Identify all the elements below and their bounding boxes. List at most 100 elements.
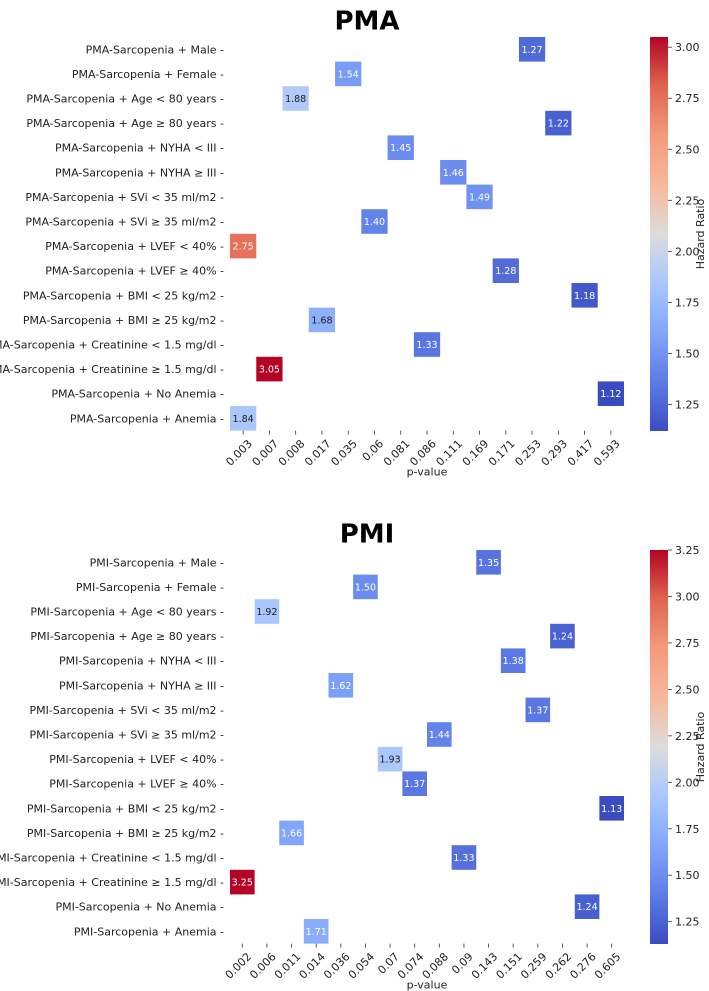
pmi-cell-value-label: 1.66 xyxy=(281,828,302,839)
pma-row-label: PMA-Sarcopenia + Creatinine ≥ 1.5 mg/dl … xyxy=(0,363,224,376)
pmi-colorbar-tick-label: 2.00 xyxy=(675,776,700,789)
pma-heatmap-cell xyxy=(361,209,388,234)
pmi-heatmap-cell xyxy=(574,894,600,919)
pmi-heatmap-cell xyxy=(402,771,427,796)
pmi-cell-value-label: 1.71 xyxy=(306,927,327,938)
pmi-row-label: PMI-Sarcopenia + SVi < 35 ml/m2 - xyxy=(29,704,224,717)
pma-colorbar-tick-label: 2.50 xyxy=(675,143,700,156)
pmi-x-tick-label: 0.054 xyxy=(346,950,377,981)
pmi-heatmap-cell xyxy=(230,869,255,895)
pma-heatmap-cell xyxy=(308,307,336,333)
pmi-x-tick-label: 0.259 xyxy=(518,950,549,981)
pmi-heatmap-cell xyxy=(377,746,403,772)
pma-x-tick-label: 0.008 xyxy=(276,437,307,468)
pmi-row-label: PMI-Sarcopenia + LVEF ≥ 40% - xyxy=(49,778,224,791)
pma-heatmap-cell xyxy=(440,160,467,185)
pma-x-tick-label: 0.253 xyxy=(512,437,543,468)
pmi-cell-value-label: 1.50 xyxy=(355,582,376,593)
pma-chart-title: PMA xyxy=(334,7,399,37)
pma-cell-value-label: 1.18 xyxy=(574,291,595,302)
pma-heatmap-cell xyxy=(466,184,493,210)
pmi-row-label: PMI-Sarcopenia + NYHA ≥ III - xyxy=(59,679,224,692)
pma-colorbar-tick-label: 3.00 xyxy=(675,41,700,54)
pmi-cell-value-label: 1.35 xyxy=(478,558,499,569)
pma-heatmap-cell xyxy=(413,332,441,357)
pmi-x-tick-label: 0.014 xyxy=(296,950,327,981)
pmi-heatmap-cell xyxy=(451,845,477,870)
pma-x-tick-label: 0.417 xyxy=(565,437,596,468)
pma-colorbar-tick-label: 2.00 xyxy=(675,245,700,258)
pmi-heatmap-cell xyxy=(303,919,329,944)
pmi-heatmap-cell xyxy=(353,574,378,600)
pma-x-tick-label: 0.086 xyxy=(407,437,438,468)
pma-heatmap-cell xyxy=(256,356,283,382)
pmi-chart-title: PMI xyxy=(340,520,395,550)
pmi-colorbar-tick-label: 1.75 xyxy=(675,823,700,836)
pmi-colorbar-tick-label: 1.25 xyxy=(675,916,700,929)
pma-cell-value-label: 1.84 xyxy=(233,414,254,425)
pma-x-tick-label: 0.081 xyxy=(381,437,412,468)
pmi-heatmap-cell xyxy=(550,623,575,649)
pma-colorbar-tick-label: 2.25 xyxy=(675,194,700,207)
pmi-cell-value-label: 1.38 xyxy=(503,656,524,667)
pma-colorbar xyxy=(650,37,668,431)
pmi-x-tick-label: 0.088 xyxy=(420,950,451,981)
pmi-row-label: PMI-Sarcopenia + NYHA < III - xyxy=(59,655,224,668)
pma-row-label: PMA-Sarcopenia + Age ≥ 80 years - xyxy=(26,117,224,130)
pma-heatmap-panel: PMA PMA-Sarcopenia + Male - PMA-Sarcopenia… xyxy=(0,7,707,479)
pmi-x-axis-label: p-value xyxy=(407,979,448,991)
pma-cell-value-label: 1.45 xyxy=(390,143,411,154)
pma-heatmap-cell xyxy=(387,135,414,160)
pmi-heatmap-cell xyxy=(328,673,354,698)
pma-row-label: PMA-Sarcopenia + SVi < 35 ml/m2 - xyxy=(25,191,224,204)
pmi-cell-value-label: 1.44 xyxy=(429,730,450,741)
pma-row-label: PMA-Sarcopenia + Age < 80 years - xyxy=(26,93,224,106)
pmi-row-label: PMI-Sarcopenia + Age ≥ 80 years - xyxy=(30,630,224,643)
pma-colorbar-tick-label: 1.75 xyxy=(675,296,700,309)
pma-colorbar-tick-label: 1.50 xyxy=(675,347,700,360)
pmi-cell-value-label: 1.37 xyxy=(404,779,425,790)
pmi-cell-value-label: 1.92 xyxy=(256,607,277,618)
pma-cell-value-label: 2.75 xyxy=(233,242,254,253)
pma-row-label: PMA-Sarcopenia + NYHA ≥ III - xyxy=(55,166,224,179)
pma-x-tick-label: 0.171 xyxy=(486,437,517,468)
pma-heatmap-cell xyxy=(282,86,309,111)
pma-row-label: PMA-Sarcopenia + LVEF < 40% - xyxy=(45,240,224,253)
pmi-row-label: PMI-Sarcopenia + Creatinine ≥ 1.5 mg/dl … xyxy=(0,876,224,889)
pma-x-tick-label: 0.111 xyxy=(434,437,465,468)
pmi-heatmap-cell xyxy=(525,697,551,723)
pmi-x-tick-label: 0.151 xyxy=(493,950,524,981)
pma-row-label: PMA-Sarcopenia + LVEF ≥ 40% - xyxy=(45,265,224,278)
pma-colorbar-label: Hazard Ratio xyxy=(694,198,707,269)
pma-cell-value-label: 1.33 xyxy=(416,340,437,351)
pmi-cell-value-label: 3.25 xyxy=(232,878,253,889)
pma-cell-value-label: 1.46 xyxy=(443,168,464,179)
pmi-row-label: PMI-Sarcopenia + Age < 80 years - xyxy=(30,606,224,619)
pmi-x-tick-label: 0.605 xyxy=(592,950,623,981)
pmi-row-label: PMI-Sarcopenia + LVEF < 40% - xyxy=(49,753,224,766)
pma-row-label: PMA-Sarcopenia + Male - xyxy=(86,43,224,56)
pma-cell-value-label: 1.68 xyxy=(311,315,332,326)
pma-heatmap-cell xyxy=(230,233,257,259)
pmi-cell-value-label: 1.37 xyxy=(527,705,548,716)
pma-heatmap-cell xyxy=(571,283,598,308)
pmi-cell-value-label: 1.24 xyxy=(552,632,573,643)
pmi-row-label: PMI-Sarcopenia + Male - xyxy=(90,556,224,569)
pmi-row-label: PMI-Sarcopenia + Anemia - xyxy=(74,925,224,938)
pmi-colorbar-tick-label: 2.50 xyxy=(675,683,700,696)
pma-x-tick-label: 0.017 xyxy=(302,437,333,468)
pmi-colorbar-tick-label: 2.25 xyxy=(675,730,700,743)
pmi-x-tick-label: 0.002 xyxy=(223,950,254,981)
pmi-heatmap-cell xyxy=(427,722,452,747)
pmi-row-label: PMI-Sarcopenia + BMI < 25 kg/m2 - xyxy=(27,802,224,815)
pmi-row-label: PMI-Sarcopenia + SVi ≥ 35 ml/m2 - xyxy=(29,729,224,742)
pmi-x-tick-label: 0.011 xyxy=(272,950,303,981)
pmi-colorbar xyxy=(650,550,668,944)
pmi-colorbar-label: Hazard Ratio xyxy=(694,711,707,782)
pmi-cell-value-label: 1.93 xyxy=(379,755,400,766)
pma-x-tick-label: 0.007 xyxy=(250,437,281,468)
pmi-heatmap-cell xyxy=(599,796,624,821)
pma-heatmap-cell xyxy=(492,258,519,283)
pma-cell-value-label: 1.40 xyxy=(364,217,385,228)
pmi-row-label: PMI-Sarcopenia + BMI ≥ 25 kg/m2 - xyxy=(27,827,224,840)
